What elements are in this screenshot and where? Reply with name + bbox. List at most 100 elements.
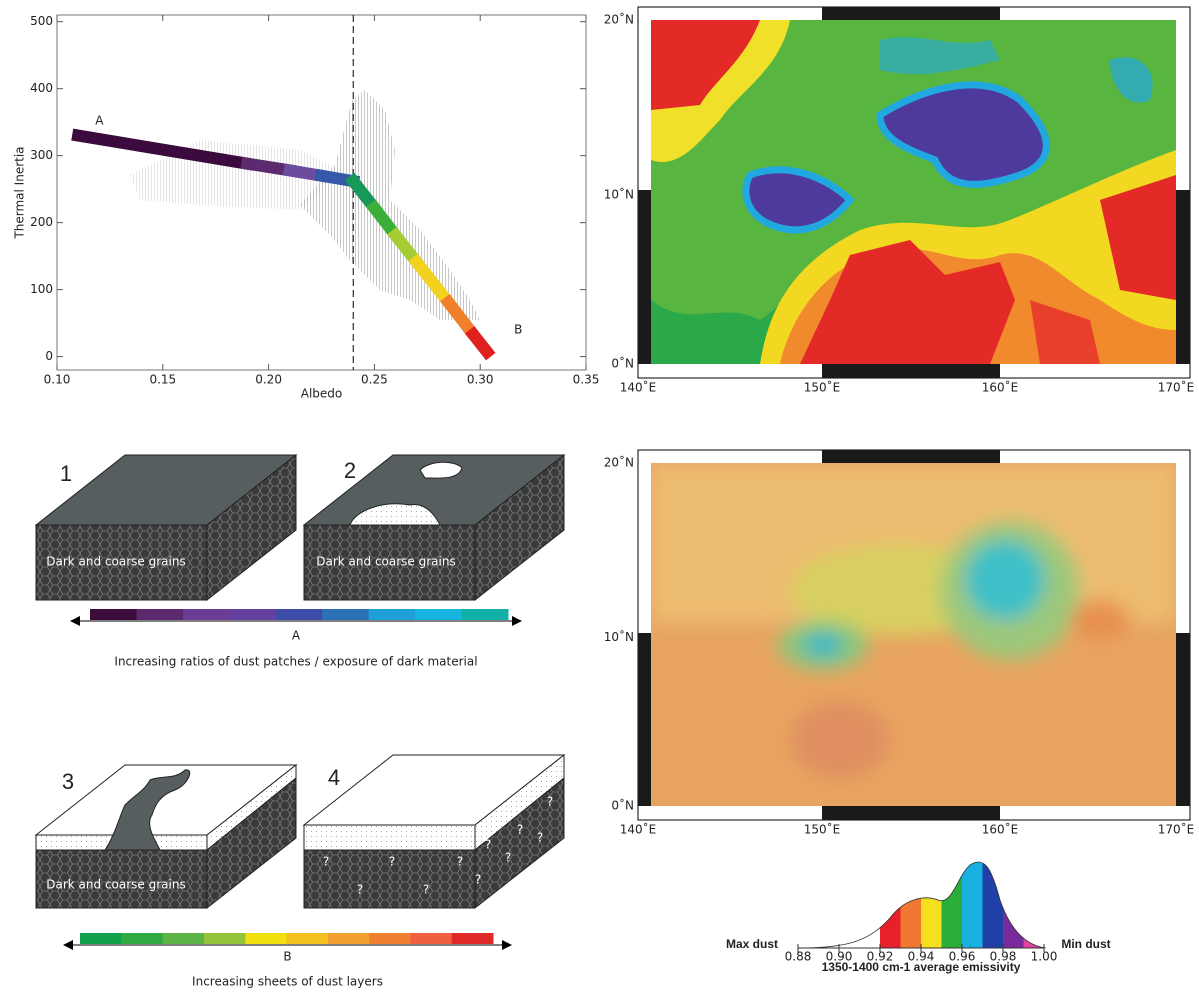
latitude-label: 20˚N [604,12,634,27]
legend-right: Min dust [1061,937,1110,951]
x-tick-label: 0.20 [255,373,282,387]
latitude-label: 0˚N [611,798,634,813]
grain-label: Dark and coarse grains [46,878,185,892]
question-mark: ? [323,855,329,869]
arrow-head [502,940,512,950]
question-mark: ? [537,831,543,845]
question-mark: ? [505,851,511,865]
grain-label: Dark and coarse grains [316,555,455,569]
panel-number: 1 [60,461,72,486]
scatter-cloud [300,90,480,320]
legend-tick-label: 0.88 [785,950,812,964]
scale-swatch [368,609,416,620]
arrow-head [512,616,522,626]
grain-label: Dark and coarse grains [46,555,185,569]
scale-swatch [410,933,453,944]
x-tick-label: 0.10 [44,373,71,387]
scale-swatch [461,609,509,620]
scale-swatch [327,933,370,944]
color-band [1023,861,1045,948]
x-tick-label: 0.30 [467,373,494,387]
arrow-head [70,616,80,626]
scale-swatch [245,933,287,944]
line-segment [464,326,496,361]
panel-number: 4 [328,765,340,790]
question-mark: ? [475,873,481,887]
question-mark: ? [517,823,523,837]
legend-tick-label: 0.96 [949,950,976,964]
legend-tick-label: 0.92 [867,950,894,964]
emissivity-legend: 0.88 0.90 0.92 0.94 0.96 0.98 1.00 Max dust Min … [726,861,1111,974]
annotation: A [95,113,104,127]
latitude-label: 10˚N [604,629,634,644]
arrow-head [63,940,73,950]
line-segment [71,128,255,171]
y-tick-label: 0 [45,349,53,363]
scale-swatch [322,609,370,620]
scale-swatch [415,609,463,620]
longitude-label: 150˚E [804,380,841,395]
scale-swatch [90,609,137,620]
scale-swatch [451,933,494,944]
y-tick-label: 500 [30,14,53,28]
x-tick-label: 0.25 [361,373,388,387]
question-mark: ? [485,838,491,852]
legend-left: Max dust [726,937,778,951]
line-segment [240,156,297,178]
scatter-chart: 0 100 200 300 400 500 0.10 0.15 0.20 0.25 0.30 0.35… [13,14,600,400]
color-band [1003,861,1024,948]
scale-swatch [162,933,205,944]
y-axis-label: Thermal Inertia [13,146,27,239]
annotation: B [514,322,522,336]
color-band [962,861,983,948]
scale-swatch [182,609,230,620]
y-tick-label: 400 [30,81,53,95]
longitude-label: 150˚E [804,822,841,837]
color-band [900,861,922,948]
longitude-label: 140˚E [620,822,657,837]
x-tick-label: 0.35 [573,373,600,387]
scale-swatch [369,933,411,944]
scale-swatch [80,933,122,944]
x-tick-label: 0.15 [149,373,176,387]
question-mark: ? [389,855,395,869]
y-tick-label: 200 [30,215,53,229]
scale-swatch [136,609,184,620]
scale-swatch [275,609,323,620]
line-segment [440,293,479,339]
map-emissivity [637,449,1191,821]
x-axis-label: Albedo [301,387,343,401]
panel-number: 3 [62,769,74,794]
scale-caption: Increasing sheets of dust layers [192,975,383,989]
latitude-label: 20˚N [604,455,634,470]
map-thermal-inertia [637,6,1191,379]
question-mark: ? [547,795,553,809]
longitude-label: 170˚E [1158,380,1195,395]
scale-label: B [283,950,291,964]
scale-swatch [203,933,246,944]
color-band [880,861,901,948]
question-mark: ? [457,855,463,869]
question-mark: ? [423,883,429,897]
block-diagrams [34,453,566,910]
legend-title: 1350-1400 cm-1 average emissivity [822,960,1021,974]
longitude-label: 170˚E [1158,822,1195,837]
legend-tick-label: 1.00 [1031,950,1058,964]
scale-swatch [229,609,277,620]
y-tick-label: 100 [30,282,53,296]
panel-number: 2 [344,458,356,483]
legend-tick-label: 0.90 [826,950,853,964]
line-segment [408,253,457,311]
scale-swatch [286,933,329,944]
latitude-label: 10˚N [604,187,634,202]
latitude-label: 0˚N [611,356,634,371]
longitude-label: 160˚E [982,822,1019,837]
scale-caption: Increasing ratios of dust patches / expo… [114,655,477,669]
scale-swatch [121,933,164,944]
longitude-label: 160˚E [982,380,1019,395]
question-mark: ? [357,883,363,897]
legend-tick-label: 0.94 [908,950,935,964]
longitude-label: 140˚E [620,380,657,395]
legend-tick-label: 0.98 [990,950,1017,964]
